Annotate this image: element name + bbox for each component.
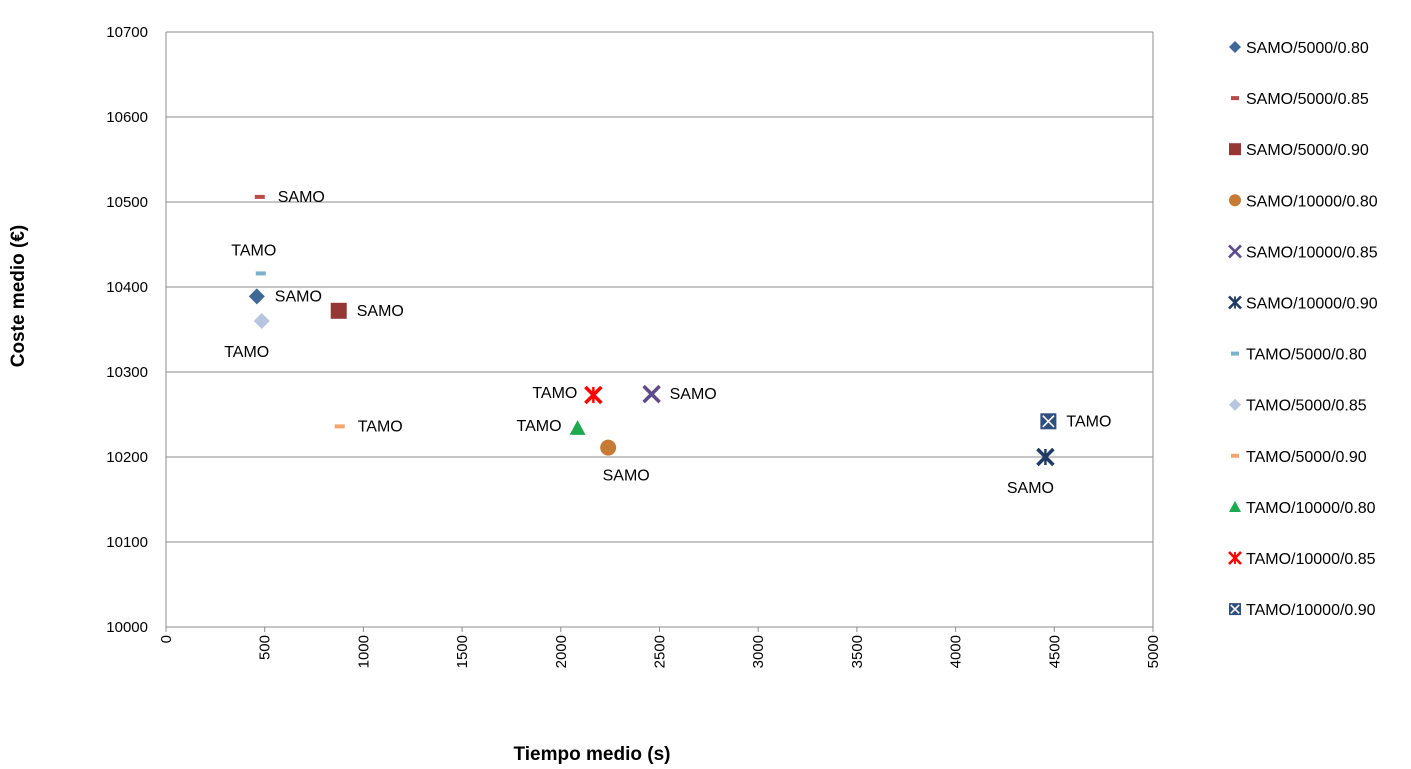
data-label: TAMO — [517, 418, 562, 435]
y-tick-label: 10700 — [106, 24, 148, 41]
legend-marker — [1228, 244, 1242, 259]
x-tick-label: 1500 — [454, 635, 471, 668]
marker-shape — [1229, 500, 1241, 512]
data-label: SAMO — [357, 303, 404, 320]
y-tick-label: 10500 — [106, 194, 148, 211]
x-tick-label: 4500 — [1046, 635, 1063, 668]
y-tick-label: 10300 — [106, 364, 148, 381]
data-label: TAMO — [231, 242, 276, 259]
marker-shape — [253, 313, 270, 329]
marker-shape — [1229, 398, 1241, 411]
legend-marker — [1229, 194, 1241, 207]
marker-shape — [600, 439, 617, 456]
y-axis-title: Coste medio (€) — [8, 225, 29, 368]
legend-entry: SAMO/10000/0.80 — [1246, 193, 1378, 210]
data-point — [330, 302, 347, 319]
legend-entry: SAMO/10000/0.90 — [1246, 296, 1378, 313]
data-point — [1036, 447, 1055, 467]
x-tick-label: 0 — [158, 635, 175, 643]
legend-entry: TAMO/10000/0.80 — [1246, 500, 1376, 517]
data-label: SAMO — [603, 468, 650, 485]
marker-shape — [642, 384, 661, 404]
legend-entry: TAMO/10000/0.85 — [1246, 551, 1376, 568]
legend-entry: TAMO/5000/0.85 — [1246, 398, 1367, 415]
marker-shape — [248, 288, 265, 305]
y-tick-label: 10400 — [106, 279, 148, 296]
marker-shape — [1229, 41, 1241, 53]
data-point — [642, 384, 661, 404]
legend-marker — [1231, 96, 1239, 101]
point-labels-layer: SAMO SAMO SAMO SAMO SAMO SAMO TAMO TAMO TAMO TAMO… — [224, 189, 1111, 497]
marker-shape — [1042, 415, 1055, 428]
points-layer — [248, 194, 1057, 467]
marker-shape — [1230, 604, 1240, 614]
y-tick-label: 10100 — [106, 534, 148, 551]
ticks-layer: 1000010100102001030010400105001060010700… — [106, 24, 1162, 668]
legend-marker — [1231, 453, 1239, 458]
data-point — [255, 271, 266, 276]
data-point — [334, 424, 345, 429]
legend-entry: SAMO/5000/0.85 — [1246, 91, 1369, 108]
grid-layer — [166, 31, 1153, 543]
data-point — [1040, 413, 1057, 430]
data-point — [600, 439, 617, 456]
x-tick-label: 500 — [257, 635, 274, 660]
y-tick-label: 10000 — [106, 619, 148, 636]
legend-entry: TAMO/10000/0.90 — [1246, 602, 1376, 619]
legend-entry: SAMO/10000/0.85 — [1246, 244, 1378, 261]
marker-shape — [1229, 194, 1241, 207]
x-tick-label: 2500 — [652, 635, 669, 668]
legend-marker — [1228, 295, 1242, 310]
x-tick-label: 1000 — [355, 635, 372, 668]
marker-shape — [569, 420, 586, 435]
legend-marker — [1229, 500, 1241, 512]
marker-shape — [1231, 96, 1239, 101]
legend-marker — [1228, 551, 1242, 565]
legend-marker — [1229, 143, 1241, 156]
data-label: TAMO — [224, 344, 269, 361]
legend-entry: SAMO/5000/0.80 — [1246, 40, 1369, 57]
axes-layer — [165, 32, 1154, 632]
marker-shape — [334, 424, 345, 429]
x-tick-label: 4000 — [948, 635, 965, 668]
marker-shape — [330, 302, 347, 319]
data-label: SAMO — [1007, 480, 1054, 497]
legend-entry: TAMO/5000/0.90 — [1246, 449, 1367, 466]
marker-shape — [254, 194, 265, 199]
data-label: TAMO — [358, 418, 403, 435]
data-label: TAMO — [532, 385, 577, 402]
data-label: TAMO — [1066, 413, 1111, 430]
marker-shape — [1231, 351, 1239, 356]
x-tick-label: 5000 — [1145, 635, 1162, 668]
x-tick-label: 2000 — [553, 635, 570, 668]
data-point — [569, 420, 586, 435]
legend-marker — [1229, 41, 1241, 53]
data-label: SAMO — [278, 189, 325, 206]
legend-marker — [1229, 398, 1241, 411]
data-point — [254, 194, 265, 199]
marker-shape — [1231, 453, 1239, 458]
x-tick-label: 3500 — [849, 635, 866, 668]
y-tick-label: 10600 — [106, 109, 148, 126]
legend: SAMO/5000/0.80 SAMO/5000/0.85 SAMO/5000/0.… — [1228, 40, 1378, 619]
data-point — [248, 288, 265, 305]
marker-shape — [255, 271, 266, 276]
data-point — [253, 313, 270, 329]
legend-marker — [1229, 603, 1241, 616]
data-label: SAMO — [670, 386, 717, 403]
legend-entry: SAMO/5000/0.90 — [1246, 142, 1369, 159]
x-axis-title: Tiempo medio (s) — [514, 744, 671, 765]
data-label: SAMO — [275, 288, 322, 305]
legend-marker — [1231, 351, 1239, 356]
data-point — [584, 385, 603, 405]
x-tick-label: 3000 — [750, 635, 767, 668]
marker-shape — [1228, 244, 1242, 259]
marker-shape — [1229, 143, 1241, 156]
y-tick-label: 10200 — [106, 449, 148, 466]
legend-entry: TAMO/5000/0.80 — [1246, 347, 1367, 364]
